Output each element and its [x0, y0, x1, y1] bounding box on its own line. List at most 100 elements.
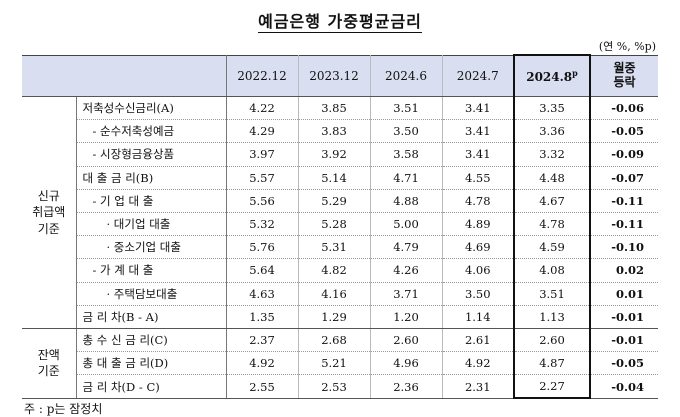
cell-value: 4.82 [298, 258, 371, 283]
cell-change-value: -0.04 [590, 374, 658, 399]
document-title: 예금은행 가중평균금리 [258, 12, 422, 33]
table-row: - 기 업 대 출 5.56 5.29 4.88 4.78 4.67 -0.11 [22, 189, 658, 213]
row-label: 저축성수신금리(A) [76, 96, 227, 121]
header-period: 2023.12 [298, 54, 371, 97]
header-change: 월중 등락 [590, 54, 658, 97]
cell-value: 5.28 [298, 212, 371, 237]
table-row: · 중소기업 대출 5.76 5.31 4.79 4.69 4.59 -0.10 [22, 235, 658, 260]
cell-value: 5.64 [226, 258, 299, 283]
row-label: · 중소기업 대출 [76, 235, 227, 260]
row-label: 금 리 차(D - C) [76, 374, 227, 399]
cell-value: 3.50 [442, 282, 515, 306]
cell-value: 2.61 [442, 328, 515, 353]
cell-value: 5.56 [226, 189, 299, 213]
table-row: · 대기업 대출 5.32 5.28 5.00 4.89 4.78 -0.11 [22, 212, 658, 237]
cell-value: 3.41 [442, 142, 515, 167]
cell-value: 3.50 [370, 119, 443, 144]
cell-value: 2.53 [298, 374, 371, 399]
cell-current-value: 4.08 [513, 258, 591, 283]
cell-value: 2.31 [442, 374, 515, 399]
table-row: - 순수저축성예금 4.29 3.83 3.50 3.41 3.36 -0.05 [22, 119, 658, 144]
group-label-balance: 잔액 기준 [22, 328, 77, 399]
header-period: 2024.7 [442, 54, 515, 97]
cell-current-value: 4.59 [513, 235, 591, 260]
cell-value: 5.21 [298, 351, 371, 376]
cell-value: 4.78 [442, 189, 515, 213]
cell-value: 4.89 [442, 212, 515, 237]
cell-value: 5.00 [370, 212, 443, 237]
cell-current-value: 4.78 [513, 212, 591, 237]
cell-value: 3.83 [298, 119, 371, 144]
cell-value: 3.85 [298, 96, 371, 121]
cell-value: 4.79 [370, 235, 443, 260]
unit-label: (연 %, %p) [598, 40, 656, 53]
cell-change-value: 0.01 [590, 282, 658, 306]
row-label: - 기 업 대 출 [76, 189, 227, 213]
cell-value: 2.37 [226, 328, 299, 353]
cell-change-value: -0.11 [590, 212, 658, 237]
cell-change-value: -0.09 [590, 142, 658, 167]
cell-value: 4.71 [370, 166, 443, 190]
cell-value: 5.29 [298, 189, 371, 213]
cell-value: 4.29 [226, 119, 299, 144]
cell-change-value: 0.02 [590, 258, 658, 283]
row-label: · 주택담보대출 [76, 282, 227, 306]
cell-value: 3.92 [298, 142, 371, 167]
cell-value: 4.55 [442, 166, 515, 190]
row-label: 총 수 신 금 리(C) [76, 328, 227, 353]
cell-current-value: 2.60 [513, 328, 591, 353]
interest-rate-table: 2022.12 2023.12 2024.6 2024.7 2024.8p 월중… [22, 54, 658, 400]
row-label: - 순수저축성예금 [76, 119, 227, 144]
cell-value: 4.22 [226, 96, 299, 121]
table-row: 대 출 금 리(B) 5.57 5.14 4.71 4.55 4.48 -0.07 [22, 166, 658, 190]
cell-value: 5.57 [226, 166, 299, 190]
header-period: 2024.6 [370, 54, 443, 97]
cell-value: 3.51 [370, 96, 443, 121]
row-label: 총 대 출 금 리(D) [76, 351, 227, 376]
cell-value: 1.14 [442, 305, 515, 329]
cell-current-value: 3.51 [513, 282, 591, 306]
cell-value: 5.31 [298, 235, 371, 260]
table-row: 금 리 차(D - C) 2.55 2.53 2.36 2.31 2.27 -0.04 [22, 374, 658, 400]
cell-change-value: -0.01 [590, 328, 658, 353]
cell-value: 3.97 [226, 142, 299, 167]
cell-change-value: -0.05 [590, 351, 658, 376]
row-label: · 대기업 대출 [76, 212, 227, 237]
cell-value: 4.96 [370, 351, 443, 376]
cell-current-value: 3.35 [513, 96, 591, 121]
cell-change-value: -0.07 [590, 166, 658, 190]
table-row: 신규 취급액 기준 저축성수신금리(A) 4.22 3.85 3.51 3.41 3.35 -0.… [22, 96, 658, 329]
cell-value: 1.29 [298, 305, 371, 329]
table-row: 금 리 차(B - A) 1.35 1.29 1.20 1.14 1.13 -0.01 [22, 305, 658, 329]
cell-current-value: 3.32 [513, 142, 591, 167]
cell-value: 3.71 [370, 282, 443, 306]
cell-current-value: 4.87 [513, 351, 591, 376]
table-row: - 시장형금융상품 3.97 3.92 3.58 3.41 3.32 -0.09 [22, 142, 658, 167]
cell-value: 5.14 [298, 166, 371, 190]
table-row: · 주택담보대출 4.63 4.16 3.71 3.50 3.51 0.01 [22, 282, 658, 306]
cell-value: 2.68 [298, 328, 371, 353]
header-blank [22, 54, 227, 97]
cell-value: 4.26 [370, 258, 443, 283]
cell-change-value: -0.11 [590, 189, 658, 213]
cell-value: 4.92 [226, 351, 299, 376]
cell-value: 2.36 [370, 374, 443, 399]
cell-change-value: -0.01 [590, 305, 658, 329]
cell-value: 4.63 [226, 282, 299, 306]
cell-value: 3.41 [442, 119, 515, 144]
cell-change-value: -0.05 [590, 119, 658, 144]
cell-value: 4.69 [442, 235, 515, 260]
cell-value: 5.76 [226, 235, 299, 260]
cell-current-value: 3.36 [513, 119, 591, 144]
cell-current-value: 4.67 [513, 189, 591, 213]
cell-value: 4.92 [442, 351, 515, 376]
cell-value: 5.32 [226, 212, 299, 237]
header-current-period: 2024.8p [513, 54, 591, 97]
table-row: 잔액 기준 총 수 신 금 리(C) 2.37 2.68 2.60 2.61 2.60 -0.0… [22, 328, 658, 399]
cell-value: 1.35 [226, 305, 299, 329]
cell-current-value: 2.27 [513, 374, 591, 400]
group-label-new: 신규 취급액 기준 [22, 96, 77, 329]
cell-value: 2.55 [226, 374, 299, 399]
cell-current-value: 4.48 [513, 166, 591, 190]
row-label: 금 리 차(B - A) [76, 305, 227, 329]
